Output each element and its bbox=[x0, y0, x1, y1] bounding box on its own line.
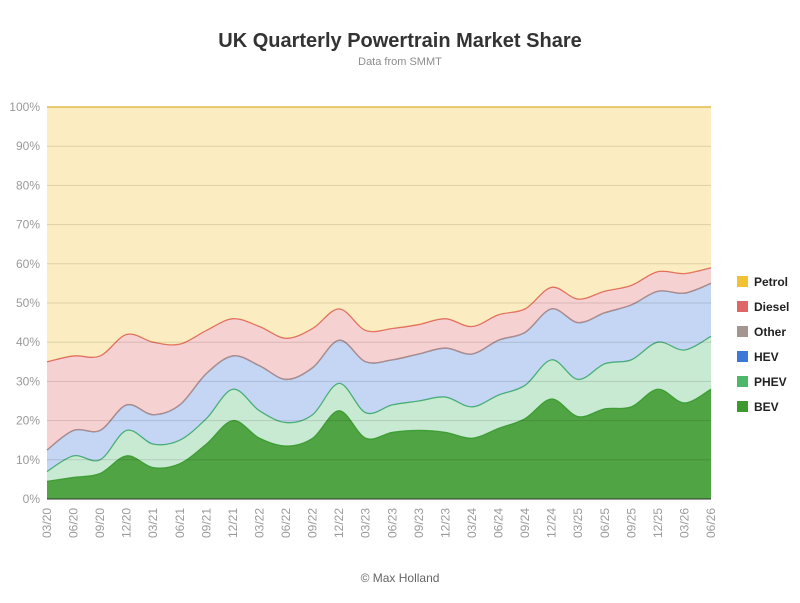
line-phev bbox=[46, 335, 712, 473]
gridlines bbox=[47, 106, 711, 500]
legend-swatch-petrol bbox=[737, 276, 748, 287]
y-tick-label: 0% bbox=[23, 492, 41, 506]
credit-text: © Max Holland bbox=[360, 571, 440, 585]
area-petrol bbox=[47, 107, 711, 362]
line-other bbox=[46, 282, 712, 451]
chart-subtitle: Data from SMMT bbox=[358, 56, 442, 68]
legend-label-bev: BEV bbox=[754, 400, 779, 414]
x-tick-label: 06/23 bbox=[385, 508, 399, 538]
x-tick-label: 09/21 bbox=[199, 508, 213, 538]
y-tick-label: 30% bbox=[16, 374, 40, 388]
x-tick-label: 03/20 bbox=[40, 508, 54, 538]
x-tick-label: 12/25 bbox=[651, 508, 665, 538]
x-tick-label: 09/22 bbox=[306, 508, 320, 538]
y-tick-label: 10% bbox=[16, 453, 40, 467]
x-tick-label: 12/24 bbox=[545, 508, 559, 538]
x-tick-label: 03/24 bbox=[465, 508, 479, 538]
y-tick-label: 100% bbox=[9, 100, 40, 114]
x-tick-label: 09/23 bbox=[412, 508, 426, 538]
y-tick-label: 60% bbox=[16, 257, 40, 271]
legend-label-phev: PHEV bbox=[754, 375, 787, 389]
area-phev bbox=[47, 336, 711, 482]
x-axis: 03/20 06/20 09/20 12/20 03/21 06/21 09/21 12/21… bbox=[40, 508, 718, 538]
x-tick-label: 09/20 bbox=[93, 508, 107, 538]
area-bev bbox=[47, 389, 711, 499]
chart-title: UK Quarterly Powertrain Market Share bbox=[218, 30, 582, 52]
x-tick-label: 03/25 bbox=[571, 508, 585, 538]
y-tick-label: 40% bbox=[16, 335, 40, 349]
legend-swatch-phev bbox=[737, 376, 748, 387]
legend-label-petrol: Petrol bbox=[754, 275, 788, 289]
x-tick-label: 03/26 bbox=[677, 508, 691, 538]
x-tick-label: 12/21 bbox=[226, 508, 240, 538]
y-axis: 0% 10% 20% 30% 40% 50% 60% 70% 80% 90% 100% bbox=[9, 100, 40, 506]
x-tick-label: 03/22 bbox=[252, 508, 266, 538]
line-bev bbox=[46, 388, 712, 483]
x-tick-label: 06/26 bbox=[704, 508, 718, 538]
legend-swatch-hev bbox=[737, 351, 748, 362]
legend: Petrol Diesel Other HEV PHEV BEV bbox=[737, 275, 789, 414]
x-tick-label: 06/24 bbox=[492, 508, 506, 538]
x-tick-label: 09/25 bbox=[624, 508, 638, 538]
area-hev bbox=[47, 283, 711, 472]
x-tick-label: 12/22 bbox=[332, 508, 346, 538]
area-layers bbox=[46, 106, 712, 499]
x-tick-label: 09/24 bbox=[518, 508, 532, 538]
legend-swatch-bev bbox=[737, 401, 748, 412]
y-tick-label: 50% bbox=[16, 296, 40, 310]
legend-swatch-diesel bbox=[737, 301, 748, 312]
x-tick-label: 12/23 bbox=[438, 508, 452, 538]
area-diesel bbox=[47, 267, 711, 450]
y-tick-label: 20% bbox=[16, 414, 40, 428]
x-tick-label: 06/22 bbox=[279, 508, 293, 538]
x-tick-label: 03/21 bbox=[146, 508, 160, 538]
x-tick-label: 06/21 bbox=[173, 508, 187, 538]
x-tick-label: 06/20 bbox=[67, 508, 81, 538]
line-diesel bbox=[46, 267, 712, 363]
y-tick-label: 90% bbox=[16, 139, 40, 153]
legend-label-other: Other bbox=[754, 325, 786, 339]
legend-label-hev: HEV bbox=[754, 350, 779, 364]
x-tick-label: 06/25 bbox=[598, 508, 612, 538]
y-tick-label: 80% bbox=[16, 178, 40, 192]
legend-label-diesel: Diesel bbox=[754, 300, 789, 314]
legend-swatch-other bbox=[737, 326, 748, 337]
y-tick-label: 70% bbox=[16, 218, 40, 232]
x-tick-label: 12/20 bbox=[120, 508, 134, 538]
x-tick-label: 03/23 bbox=[359, 508, 373, 538]
